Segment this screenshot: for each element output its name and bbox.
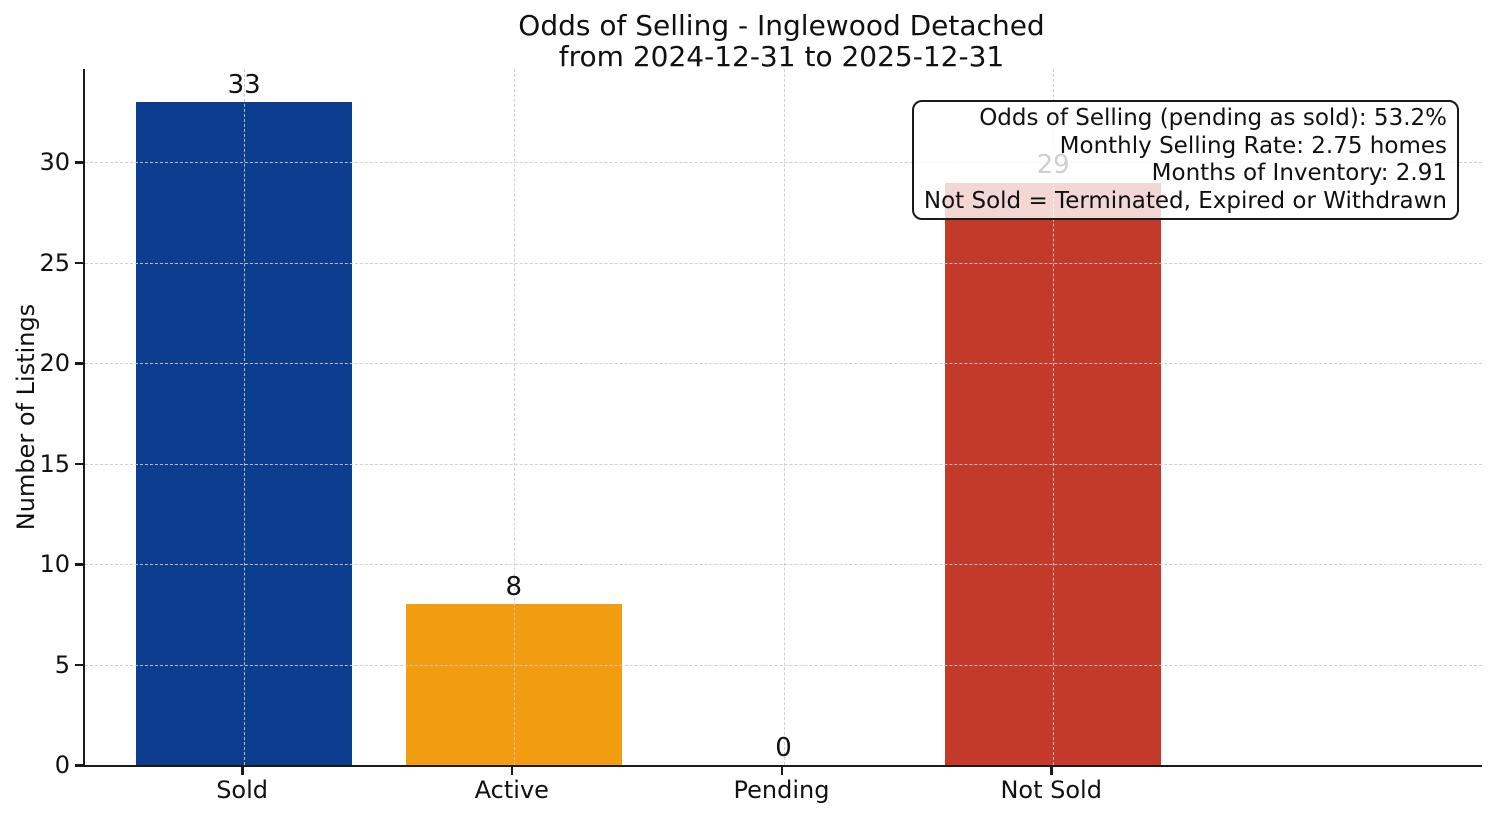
vertical-gridline [244, 69, 246, 765]
x-tick-mark [780, 767, 783, 775]
x-tick-label-active: Active [474, 776, 549, 804]
y-tick-label: 25 [39, 248, 70, 277]
x-tick-label-sold: Sold [216, 776, 269, 804]
y-tick-label: 30 [39, 148, 70, 177]
annotation-not-sold-definition: Not Sold = Terminated, Expired or Withdr… [923, 187, 1447, 214]
x-tick-label-pending: Pending [733, 776, 830, 804]
y-tick-label: 5 [54, 650, 70, 679]
bar-value-label-pending: 0 [775, 733, 792, 763]
bar-value-label-active: 8 [505, 572, 523, 603]
y-tick-label: 10 [39, 550, 70, 579]
vertical-gridline [1053, 69, 1055, 765]
y-axis-label: Number of Listings [12, 303, 40, 531]
y-tick-mark [75, 462, 83, 466]
vertical-gridline [783, 69, 785, 765]
bar-value-label-sold: 33 [227, 70, 261, 101]
plot-area: 338029 Odds of Selling (pending as sold)… [83, 69, 1482, 767]
y-tick-mark [75, 261, 83, 265]
y-tick-label: 0 [54, 751, 70, 779]
annotation-odds-of-selling: Odds of Selling (pending as sold): 53.2% [979, 105, 1447, 131]
chart-title-line2: from 2024-12-31 to 2025-12-31 [558, 40, 1005, 73]
annotation-box: Odds of Selling (pending as sold): 53.2%… [911, 100, 1459, 220]
y-tick-mark [75, 663, 83, 667]
y-tick-label: 20 [39, 349, 70, 378]
x-tick-mark [1050, 767, 1053, 775]
y-tick-label: 15 [39, 449, 70, 478]
y-tick-mark [75, 764, 83, 767]
y-tick-mark [75, 563, 83, 566]
annotation-months-of-inventory: Months of Inventory: 2.91 [1151, 160, 1447, 186]
x-tick-mark [241, 767, 244, 775]
chart-title-line1: Odds of Selling - Inglewood Detached [518, 9, 1045, 42]
y-tick-mark [75, 161, 83, 164]
chart-title: Odds of Selling - Inglewood Detached fro… [83, 10, 1480, 72]
vertical-gridline [513, 69, 515, 765]
x-tick-mark [510, 767, 514, 775]
annotation-monthly-selling-rate: Monthly Selling Rate: 2.75 homes [1059, 132, 1447, 159]
x-tick-label-not-sold: Not Sold [1000, 776, 1102, 804]
y-tick-mark [75, 362, 83, 365]
